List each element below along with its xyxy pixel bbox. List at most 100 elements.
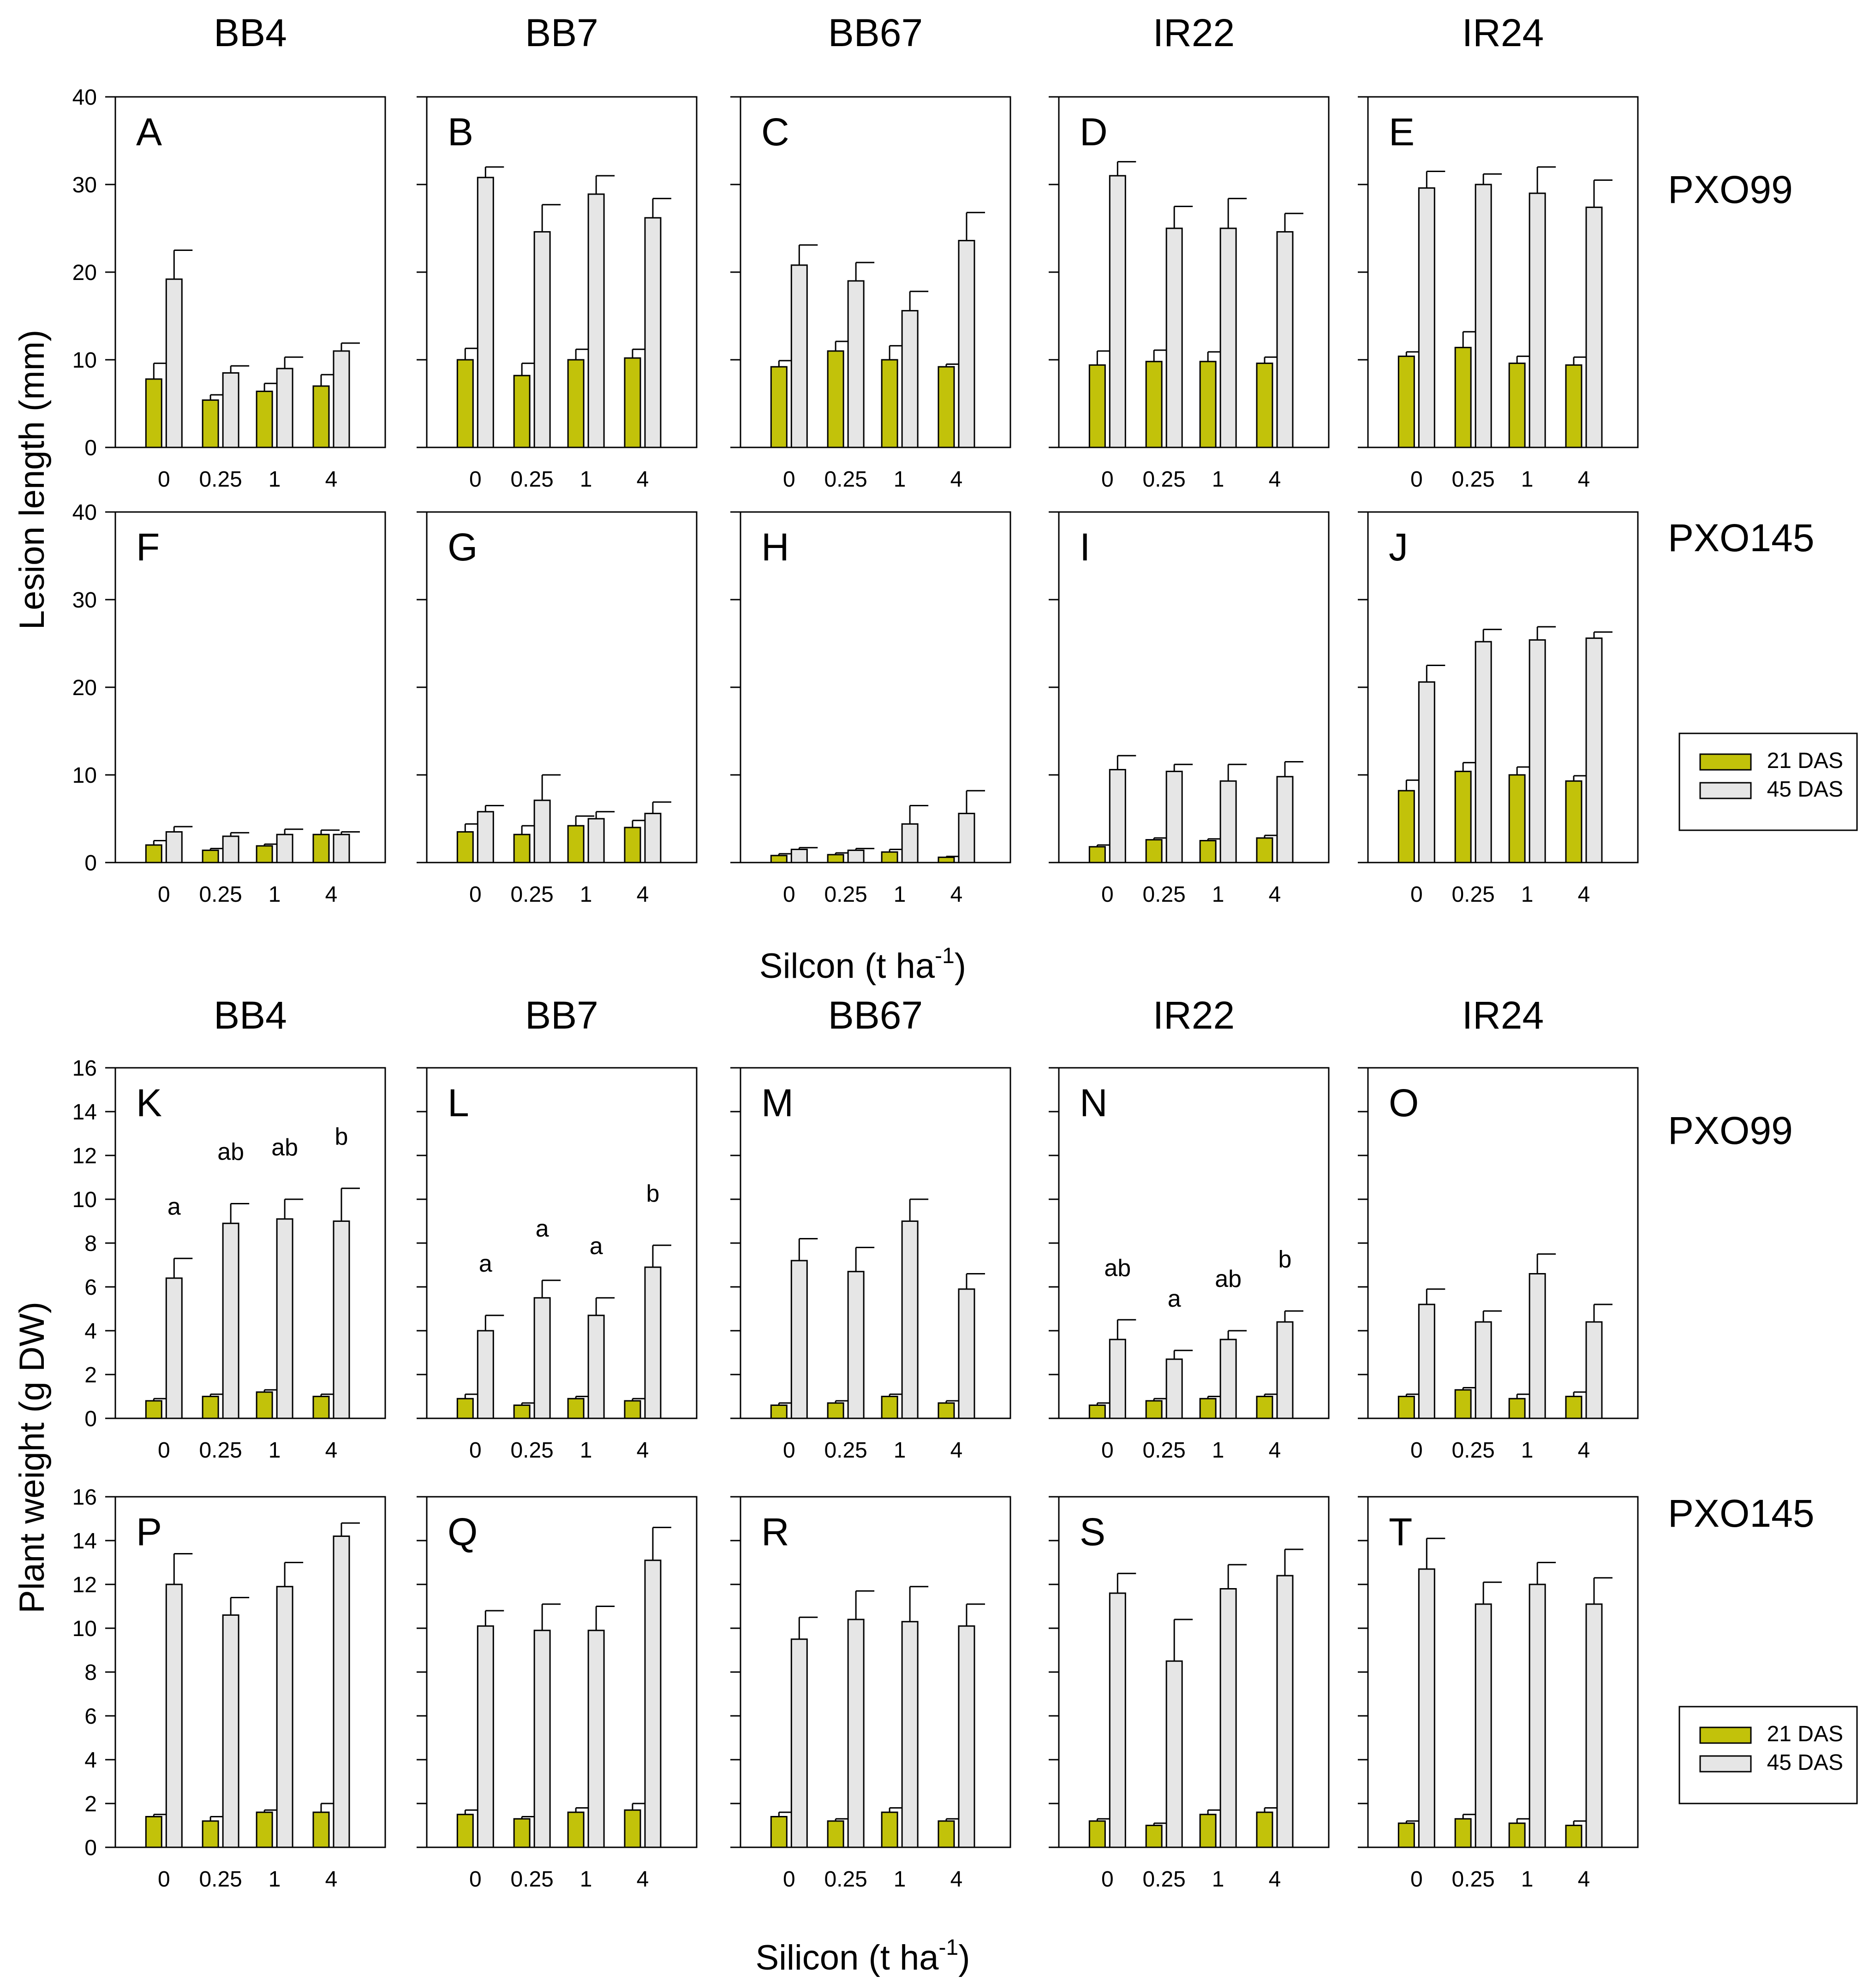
strain-label-pxo99: PXO99 — [1668, 1109, 1793, 1152]
bar-45das — [533, 1630, 551, 1848]
panel-letter: I — [1080, 525, 1090, 569]
bar-21das — [1565, 1396, 1582, 1419]
bar-21das — [881, 851, 898, 863]
bar-45das — [1418, 187, 1435, 448]
bar-21das — [1397, 790, 1415, 863]
x-tick-label: 1 — [580, 1867, 592, 1892]
x-tick-label: 1 — [269, 1438, 281, 1463]
x-tick-label: 0 — [1101, 1438, 1114, 1463]
significance-letter: b — [646, 1180, 660, 1207]
bar-21das — [145, 378, 162, 448]
y-tick-label: 30 — [72, 173, 97, 197]
bar-21das — [1508, 363, 1526, 448]
x-tick-label: 0.25 — [1451, 1438, 1494, 1463]
significance-letter: ab — [217, 1139, 244, 1166]
bar-45das — [901, 1621, 919, 1848]
panel-f: F 0 10 20 30 40 0 0.25 1 4 — [72, 500, 386, 907]
y-tick-label: 20 — [72, 676, 97, 700]
x-tick-label: 0.25 — [510, 1438, 553, 1463]
y-tick-label: 2 — [84, 1363, 97, 1387]
bar-45das — [533, 1297, 551, 1419]
bar-21das — [1199, 1814, 1217, 1848]
y-tick-label: 16 — [72, 1056, 97, 1081]
legend-swatch — [1699, 1726, 1752, 1744]
bar-45das — [222, 372, 239, 448]
bar-45das — [1418, 1304, 1435, 1419]
column-title-bb67: BB67 — [828, 11, 923, 54]
bar-21das — [145, 1816, 162, 1848]
x-tick-label: 1 — [894, 882, 906, 907]
bar-45das — [276, 1586, 293, 1848]
panel-letter: L — [448, 1081, 469, 1125]
bar-45das — [1585, 206, 1603, 448]
bar-45das — [1219, 227, 1237, 448]
bar-21das — [567, 825, 585, 863]
y-tick-label: 40 — [72, 500, 97, 525]
column-title-ir22: IR22 — [1153, 994, 1235, 1037]
bar-21das — [1454, 1818, 1472, 1848]
x-tick-label: 0.25 — [824, 882, 867, 907]
x-tick-label: 0 — [158, 1867, 170, 1892]
x-tick-label: 0.25 — [510, 1867, 553, 1892]
legend-label: 45 DAS — [1767, 777, 1843, 802]
significance-letter: ab — [1104, 1255, 1131, 1281]
bar-21das — [1508, 774, 1526, 863]
panel-letter: S — [1080, 1510, 1105, 1553]
panel-letter: G — [448, 525, 478, 569]
x-tick-label: 4 — [950, 1438, 963, 1463]
y-tick-label: 20 — [72, 261, 97, 285]
panel-s: S 0 0.25 1 4 — [1049, 1496, 1330, 1892]
bar-21das — [1088, 846, 1106, 863]
bar-45das — [587, 193, 605, 448]
bar-21das — [938, 1402, 955, 1419]
panel-letter: N — [1080, 1081, 1108, 1125]
bar-21das — [1397, 355, 1415, 448]
panel-letter: H — [761, 525, 789, 569]
x-tick-label: 1 — [1521, 467, 1534, 492]
x-tick-label: 4 — [637, 882, 649, 907]
bar-45das — [958, 1288, 975, 1419]
bar-21das — [202, 1396, 219, 1419]
y-tick-label: 16 — [72, 1485, 97, 1510]
bar-21das — [513, 1818, 531, 1848]
bar-21das — [1454, 346, 1472, 448]
y-tick-label: 0 — [84, 436, 97, 460]
column-title-bb7: BB7 — [525, 994, 598, 1037]
bar-45das — [165, 278, 183, 448]
legend-label: 45 DAS — [1767, 1750, 1843, 1775]
bar-45das — [1165, 1660, 1183, 1848]
x-tick-label: 0 — [469, 1867, 482, 1892]
bar-45das — [165, 1583, 183, 1848]
bar-45das — [477, 1625, 494, 1848]
y-tick-label: 6 — [84, 1275, 97, 1300]
panel-o: O 0 0.25 1 4 — [1358, 1067, 1639, 1463]
bar-21das — [881, 359, 898, 448]
chart-legends: 21 DAS 45 DAS 21 DAS 45 DAS — [1678, 732, 1858, 1804]
y-tick-label: 0 — [84, 851, 97, 875]
significance-letter: a — [536, 1215, 549, 1242]
bar-45das — [587, 1315, 605, 1419]
x-tick-label: 0 — [469, 1438, 482, 1463]
y-tick-label: 6 — [84, 1704, 97, 1729]
legend-swatch — [1699, 782, 1752, 799]
panel-letter: D — [1080, 110, 1108, 154]
bar-21das — [256, 1391, 273, 1419]
y-tick-label: 8 — [84, 1661, 97, 1685]
bar-21das — [1565, 364, 1582, 448]
x-tick-label: 0 — [1410, 1438, 1423, 1463]
strain-label-pxo99: PXO99 — [1668, 168, 1793, 211]
x-tick-label: 0 — [158, 882, 170, 907]
bar-21das — [624, 827, 641, 863]
bar-45das — [1219, 780, 1237, 863]
bar-21das — [827, 1402, 844, 1419]
x-tick-label: 4 — [950, 1867, 963, 1892]
bar-21das — [513, 1405, 531, 1419]
bar-45das — [1585, 637, 1603, 863]
bar-21das — [456, 359, 474, 448]
x-tick-label: 4 — [1578, 1867, 1590, 1892]
bar-45das — [1529, 1273, 1546, 1419]
bar-21das — [202, 399, 219, 448]
column-title-ir22: IR22 — [1153, 11, 1235, 54]
